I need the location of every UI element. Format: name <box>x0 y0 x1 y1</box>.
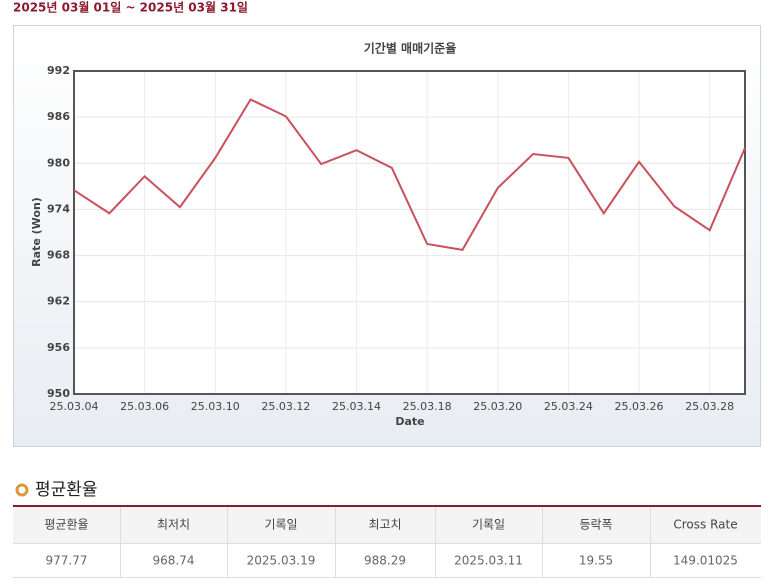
line-series <box>73 98 746 251</box>
section-icon <box>15 483 29 497</box>
x-tick-label: 25.03.20 <box>473 400 522 413</box>
x-tick-label: 25.03.06 <box>120 400 169 413</box>
table-header-cell: 최저치 <box>157 518 190 532</box>
y-tick-label: 974 <box>47 202 70 215</box>
y-tick-label: 962 <box>47 295 70 308</box>
table-header-cell: 기록일 <box>264 518 297 532</box>
x-tick-label: 25.03.24 <box>544 400 593 413</box>
y-tick-label: 986 <box>47 110 70 123</box>
date-range: 2025년 03월 01일 ~ 2025년 03월 31일 <box>13 0 248 15</box>
y-tick-label: 968 <box>47 249 70 262</box>
plot-area <box>74 71 745 394</box>
y-tick-label: 956 <box>47 341 70 354</box>
table-cell: 2025.03.19 <box>247 554 316 568</box>
x-tick-label: 25.03.18 <box>403 400 452 413</box>
y-tick-label: 950 <box>47 387 70 400</box>
table-cell: 2025.03.11 <box>454 554 523 568</box>
x-tick-label: 25.03.12 <box>261 400 310 413</box>
table-cell: 977.77 <box>46 554 88 568</box>
x-tick-label: 25.03.14 <box>332 400 381 413</box>
table-cell: 988.29 <box>364 554 406 568</box>
section-title: 평균환율 <box>35 480 98 500</box>
table-cell: 968.74 <box>153 554 195 568</box>
y-axis-label: Rate (Won) <box>30 197 43 267</box>
x-tick-label: 25.03.10 <box>191 400 240 413</box>
table-header-bg <box>13 507 761 543</box>
x-tick-label: 25.03.28 <box>685 400 734 413</box>
table-header-cell: Cross Rate <box>673 518 737 532</box>
table-cell: 149.01025 <box>673 554 738 568</box>
y-tick-label: 980 <box>47 156 70 169</box>
chart-title: 기간별 매매기준율 <box>364 41 457 56</box>
table-header-cell: 등락폭 <box>579 518 612 532</box>
table-header-cell: 최고치 <box>368 518 401 532</box>
x-axis-label: Date <box>395 415 424 428</box>
table-header-cell: 평균환율 <box>44 518 88 532</box>
x-tick-label: 25.03.04 <box>50 400 99 413</box>
table-header-cell: 기록일 <box>472 518 505 532</box>
plot-border <box>73 70 746 395</box>
table-cell: 19.55 <box>579 554 613 568</box>
x-tick-label: 25.03.26 <box>615 400 664 413</box>
y-tick-label: 992 <box>47 64 70 77</box>
